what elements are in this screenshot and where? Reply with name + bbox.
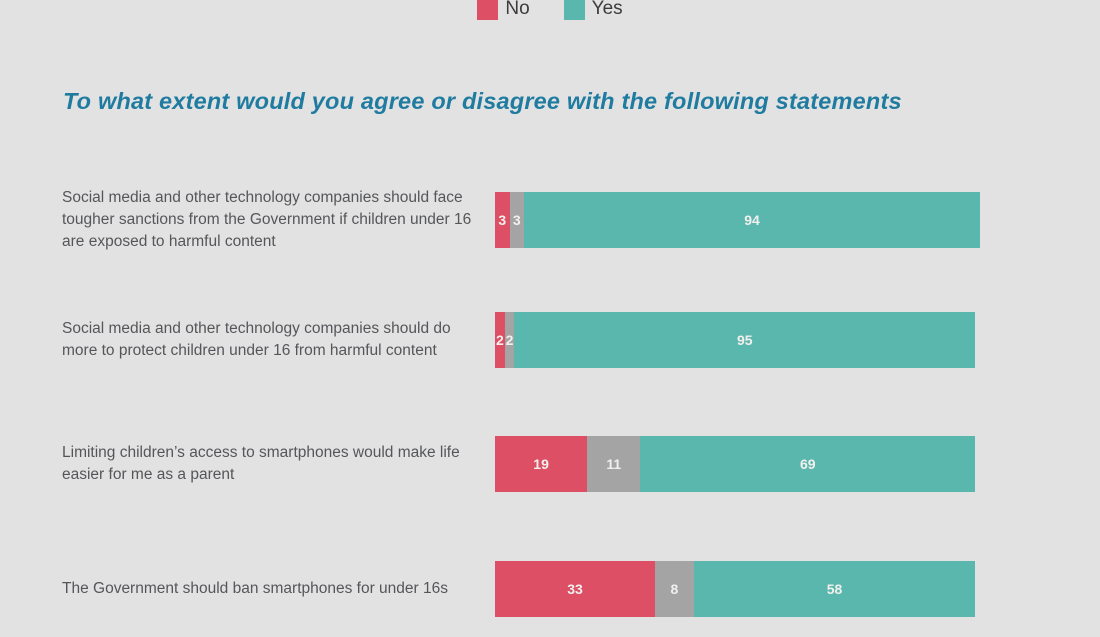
bar-segment-neutral: 11 <box>587 436 641 492</box>
bar-segment-neutral: 8 <box>655 561 694 617</box>
segment-value: 58 <box>826 581 843 597</box>
stacked-bar: 19 11 69 <box>495 436 980 492</box>
segment-value: 94 <box>744 212 760 228</box>
category-label: The Government should ban smartphones fo… <box>62 580 449 597</box>
category-label: Social media and other technology compan… <box>62 320 451 359</box>
no-swatch-icon <box>477 0 499 20</box>
category-label: Social media and other technology compan… <box>62 189 472 250</box>
chart-title: To what extent would you agree or disagr… <box>63 88 902 114</box>
chart-row: Social media and other technology compan… <box>0 189 1100 250</box>
yes-swatch-icon <box>563 0 585 20</box>
segment-value: 2 <box>505 332 514 348</box>
legend-label-yes: Yes <box>591 0 623 19</box>
legend-item-no: No <box>477 0 530 20</box>
legend-item-yes: Yes <box>563 0 623 20</box>
segment-value: 95 <box>736 332 753 348</box>
bar-segment-neutral: 3 <box>509 192 525 248</box>
bar-segment-yes: 58 <box>693 561 976 617</box>
bar-segment-yes: 69 <box>640 436 976 492</box>
chart-row: The Government should ban smartphones fo… <box>0 561 1100 617</box>
segment-value: 19 <box>533 456 549 472</box>
chart-row: Social media and other technology compan… <box>0 312 1100 368</box>
segment-value: 2 <box>495 332 504 348</box>
stacked-bar: 3 3 94 <box>495 192 980 248</box>
stacked-bar: 33 8 58 <box>495 561 980 617</box>
bar-segment-neutral: 2 <box>504 312 515 368</box>
segment-value: 11 <box>606 456 622 472</box>
bar-segment-no: 3 <box>495 192 510 248</box>
bar-segment-no: 19 <box>495 436 588 492</box>
legend-label-no: No <box>505 0 530 19</box>
segment-value: 33 <box>567 581 583 597</box>
bar-segment-yes: 94 <box>524 192 980 248</box>
chart-row: Limiting children’s access to smartphone… <box>0 436 1100 492</box>
segment-value: 69 <box>800 456 816 472</box>
bar-segment-yes: 95 <box>514 312 976 368</box>
segment-value: 8 <box>670 581 679 597</box>
segment-value: 3 <box>512 212 521 228</box>
category-label: Limiting children’s access to smartphone… <box>62 444 460 483</box>
bar-segment-no: 33 <box>495 561 656 617</box>
segment-value: 3 <box>498 212 507 228</box>
stacked-bar: 2 2 95 <box>495 312 980 368</box>
legend: No Yes <box>0 0 1100 20</box>
bar-segment-no: 2 <box>495 312 505 368</box>
